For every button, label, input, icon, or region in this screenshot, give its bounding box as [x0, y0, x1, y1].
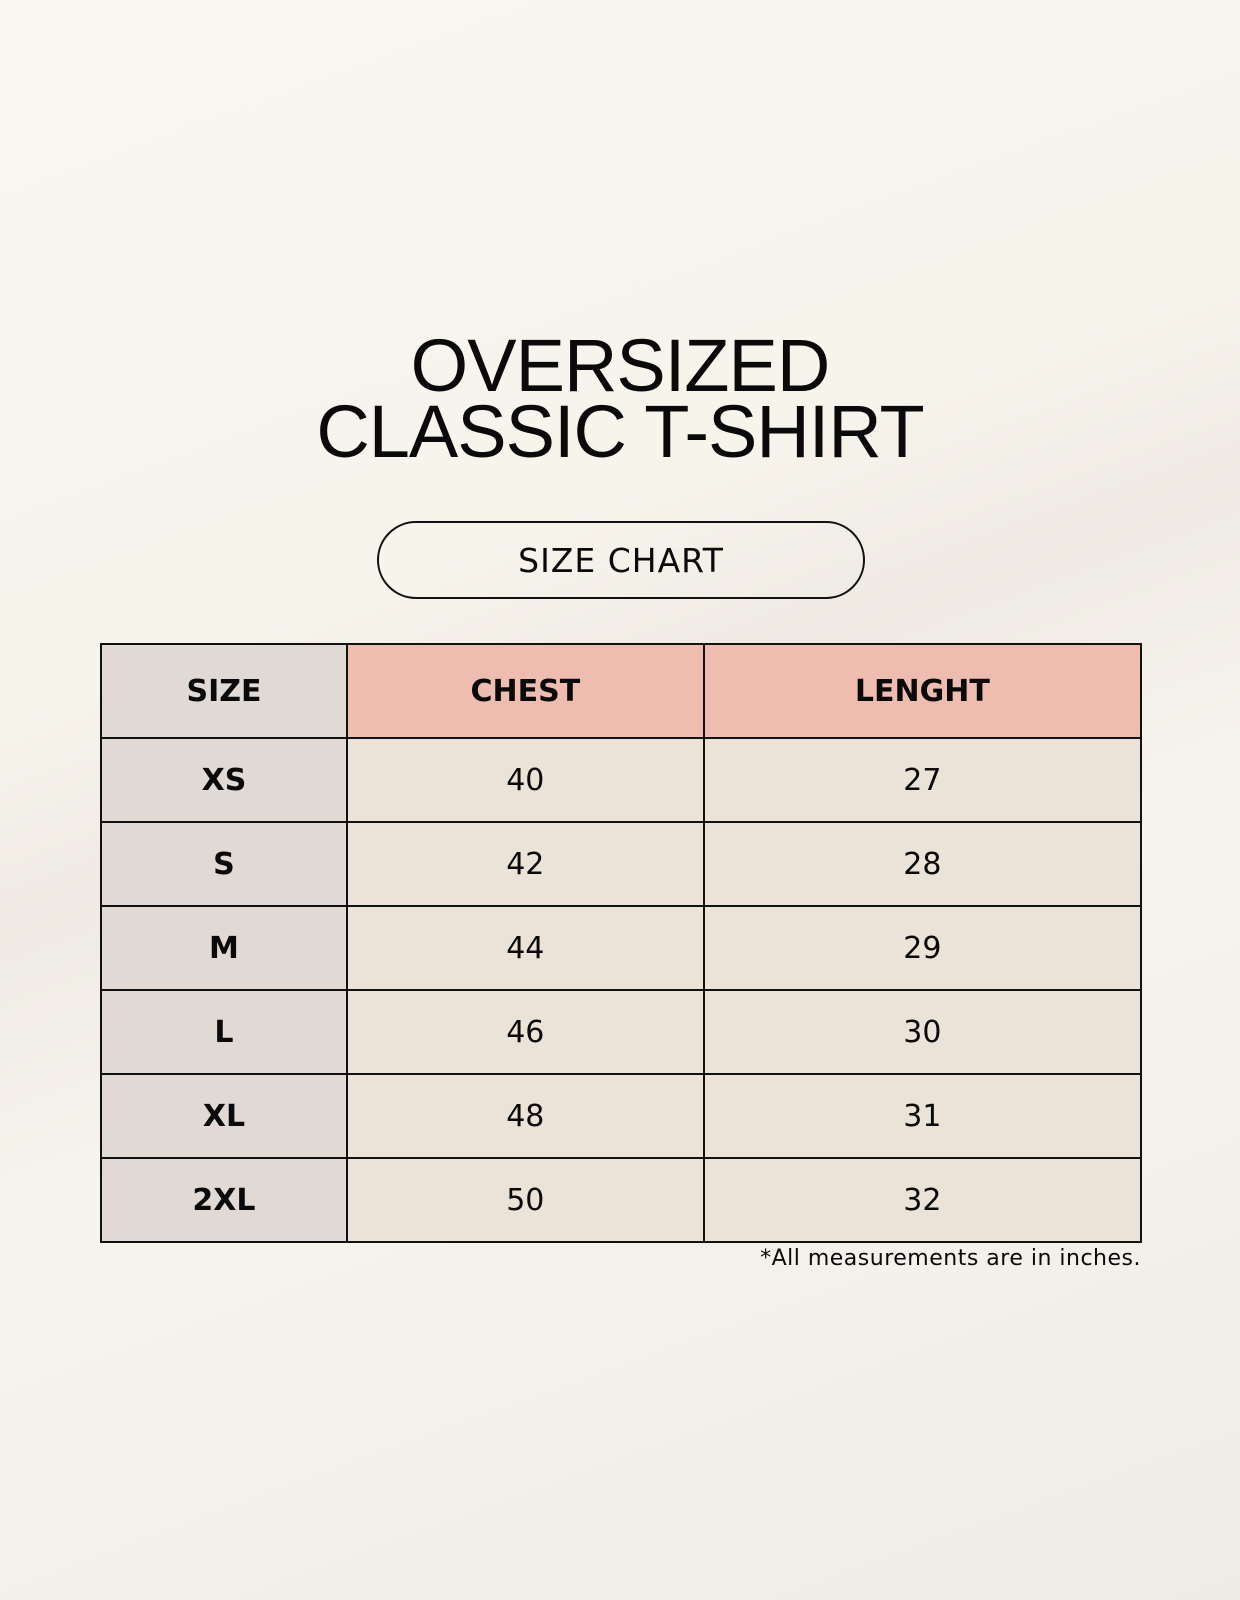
cell-size: L [100, 989, 348, 1075]
header-row: SIZE CHEST LENGHT [100, 643, 1143, 739]
cell-chest: 48 [345, 1073, 705, 1159]
measurement-note: *All measurements are in inches. [760, 1246, 1141, 1271]
cell-size: XL [100, 1073, 348, 1159]
page-title: OVERSIZED CLASSIC T-SHIRT [0, 324, 1240, 473]
cell-size: 2XL [100, 1157, 348, 1243]
title-line-1: OVERSIZED [410, 324, 831, 407]
cell-chest: 40 [345, 737, 705, 823]
cell-length: 28 [702, 821, 1143, 907]
cell-chest: 50 [345, 1157, 705, 1243]
cell-length: 31 [702, 1073, 1143, 1159]
cell-length: 27 [702, 737, 1143, 823]
cell-length: 29 [702, 905, 1143, 991]
cell-chest: 42 [345, 821, 705, 907]
cell-length: 32 [702, 1157, 1143, 1243]
cell-chest: 44 [345, 905, 705, 991]
table-row: XS 40 27 [100, 737, 1143, 823]
table-row: S 42 28 [100, 821, 1143, 907]
cell-size: XS [100, 737, 348, 823]
cell-size: M [100, 905, 348, 991]
header-chest: CHEST [345, 643, 705, 739]
table-row: 2XL 50 32 [100, 1157, 1143, 1243]
cell-chest: 46 [345, 989, 705, 1075]
cell-size: S [100, 821, 348, 907]
header-length: LENGHT [702, 643, 1143, 739]
size-chart-badge: SIZE CHART [377, 521, 865, 599]
header-size: SIZE [100, 643, 348, 739]
table-row: M 44 29 [100, 905, 1143, 991]
table-row: L 46 30 [100, 989, 1143, 1075]
cell-length: 30 [702, 989, 1143, 1075]
title-line-2: CLASSIC T-SHIRT [316, 390, 924, 473]
size-table: SIZE CHEST LENGHT XS 40 27 S 42 28 M 44 29 L 46 30 X… [100, 643, 1143, 1243]
table-row: XL 48 31 [100, 1073, 1143, 1159]
